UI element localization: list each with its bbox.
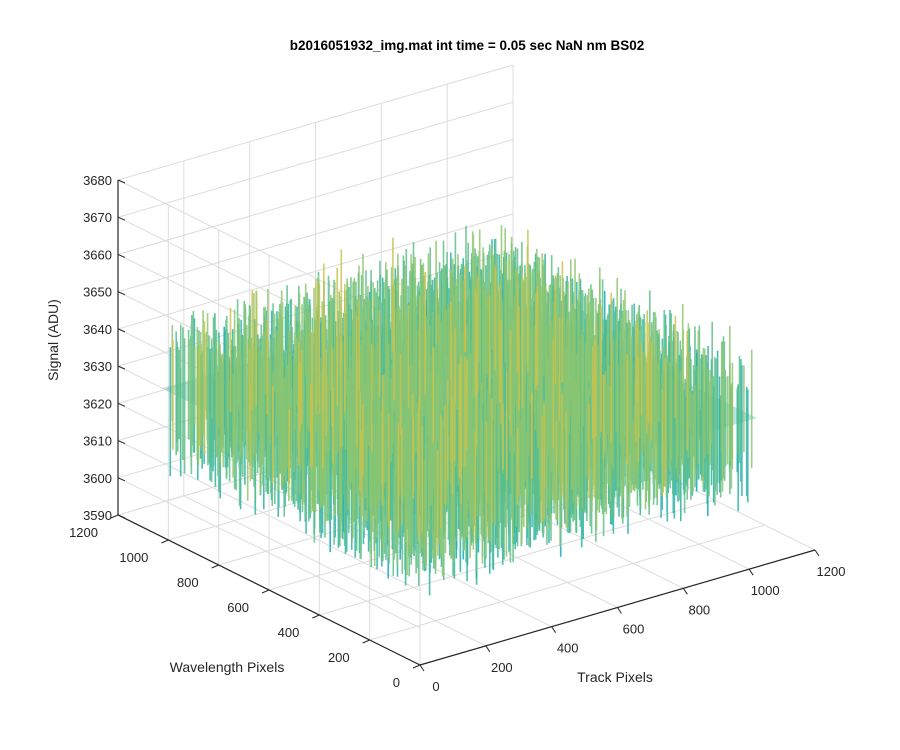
wall-grid-line (117, 477, 421, 629)
x-tick-label: 800 (688, 602, 710, 617)
x-tick-mark (682, 588, 688, 595)
y-tick-mark (161, 539, 169, 544)
y-tick-label: 800 (177, 575, 199, 590)
y-tick-mark (261, 589, 270, 594)
x-tick-label: 200 (491, 660, 513, 675)
x-tick-mark (748, 568, 754, 576)
x-tick-mark (419, 664, 425, 672)
z-tick-label: 3590 (83, 508, 112, 523)
z-tick-mark (117, 365, 126, 370)
z-tick-label: 3600 (83, 471, 112, 486)
wall-grid-line (117, 440, 421, 592)
z-tick-label: 3650 (83, 285, 112, 300)
x-tick-mark (485, 645, 491, 653)
y-tick-mark (312, 614, 320, 619)
x-tick-label: 1000 (751, 583, 780, 598)
y-tick-mark (412, 664, 421, 669)
z-tick-label: 3680 (83, 173, 112, 188)
z-tick-mark (117, 179, 126, 184)
chart-title: b2016051932_img.mat int time = 0.05 sec … (290, 38, 645, 53)
surface-noise-strands (172, 229, 689, 556)
z-tick-mark (117, 216, 126, 221)
z-tick-mark (117, 477, 126, 482)
x-tick-mark (551, 626, 557, 633)
x-axis-label: Track Pixels (577, 669, 653, 685)
wall-grid-line (117, 213, 514, 330)
floor-grid-line (319, 499, 715, 616)
x-tick-mark (617, 607, 622, 614)
z-tick-mark (117, 402, 126, 407)
x-tick-label: 1200 (817, 564, 846, 579)
z-tick-label: 3620 (83, 396, 112, 411)
surface-mesh (162, 225, 758, 596)
z-tick-label: 3660 (83, 247, 112, 262)
surface-noise-strands (464, 266, 533, 479)
z-tick-mark (117, 440, 126, 445)
y-tick-label: 0 (393, 675, 400, 690)
z-tick-label: 3610 (83, 434, 112, 449)
x-tick-label: 400 (557, 641, 579, 656)
y-tick-mark (110, 514, 119, 519)
wall-grid-line (117, 176, 514, 293)
y-tick-label: 600 (227, 600, 249, 615)
z-tick-mark (117, 328, 126, 333)
y-tick-label: 1000 (119, 550, 148, 565)
y-axis-label: Wavelength Pixels (170, 659, 285, 675)
z-tick-label: 3670 (83, 210, 112, 225)
x-tick-label: 600 (623, 622, 645, 637)
z-tick-mark (117, 253, 126, 258)
z-tick-mark (117, 514, 126, 519)
axes-lines (110, 179, 820, 672)
wall-grid-line (117, 64, 514, 181)
y-tick-mark (362, 639, 370, 644)
y-tick-label: 400 (278, 625, 300, 640)
x-tick-label: 0 (432, 679, 439, 694)
floor-grid-line (369, 524, 765, 641)
y-tick-mark (211, 564, 219, 569)
z-axis-label: Signal (ADU) (45, 299, 61, 381)
tick-labels: 0 200 400 600 800 1000 1200 0 200 400 600 800 1000 12… (69, 173, 845, 694)
x-tick-mark (814, 549, 820, 557)
z-tick-label: 3640 (83, 322, 112, 337)
z-tick-mark (117, 291, 126, 296)
wall-grid-line (117, 101, 514, 218)
wall-grid-line (117, 138, 514, 255)
y-tick-label: 1200 (69, 525, 98, 540)
z-tick-label: 3630 (83, 359, 112, 374)
y-tick-label: 200 (328, 650, 350, 665)
